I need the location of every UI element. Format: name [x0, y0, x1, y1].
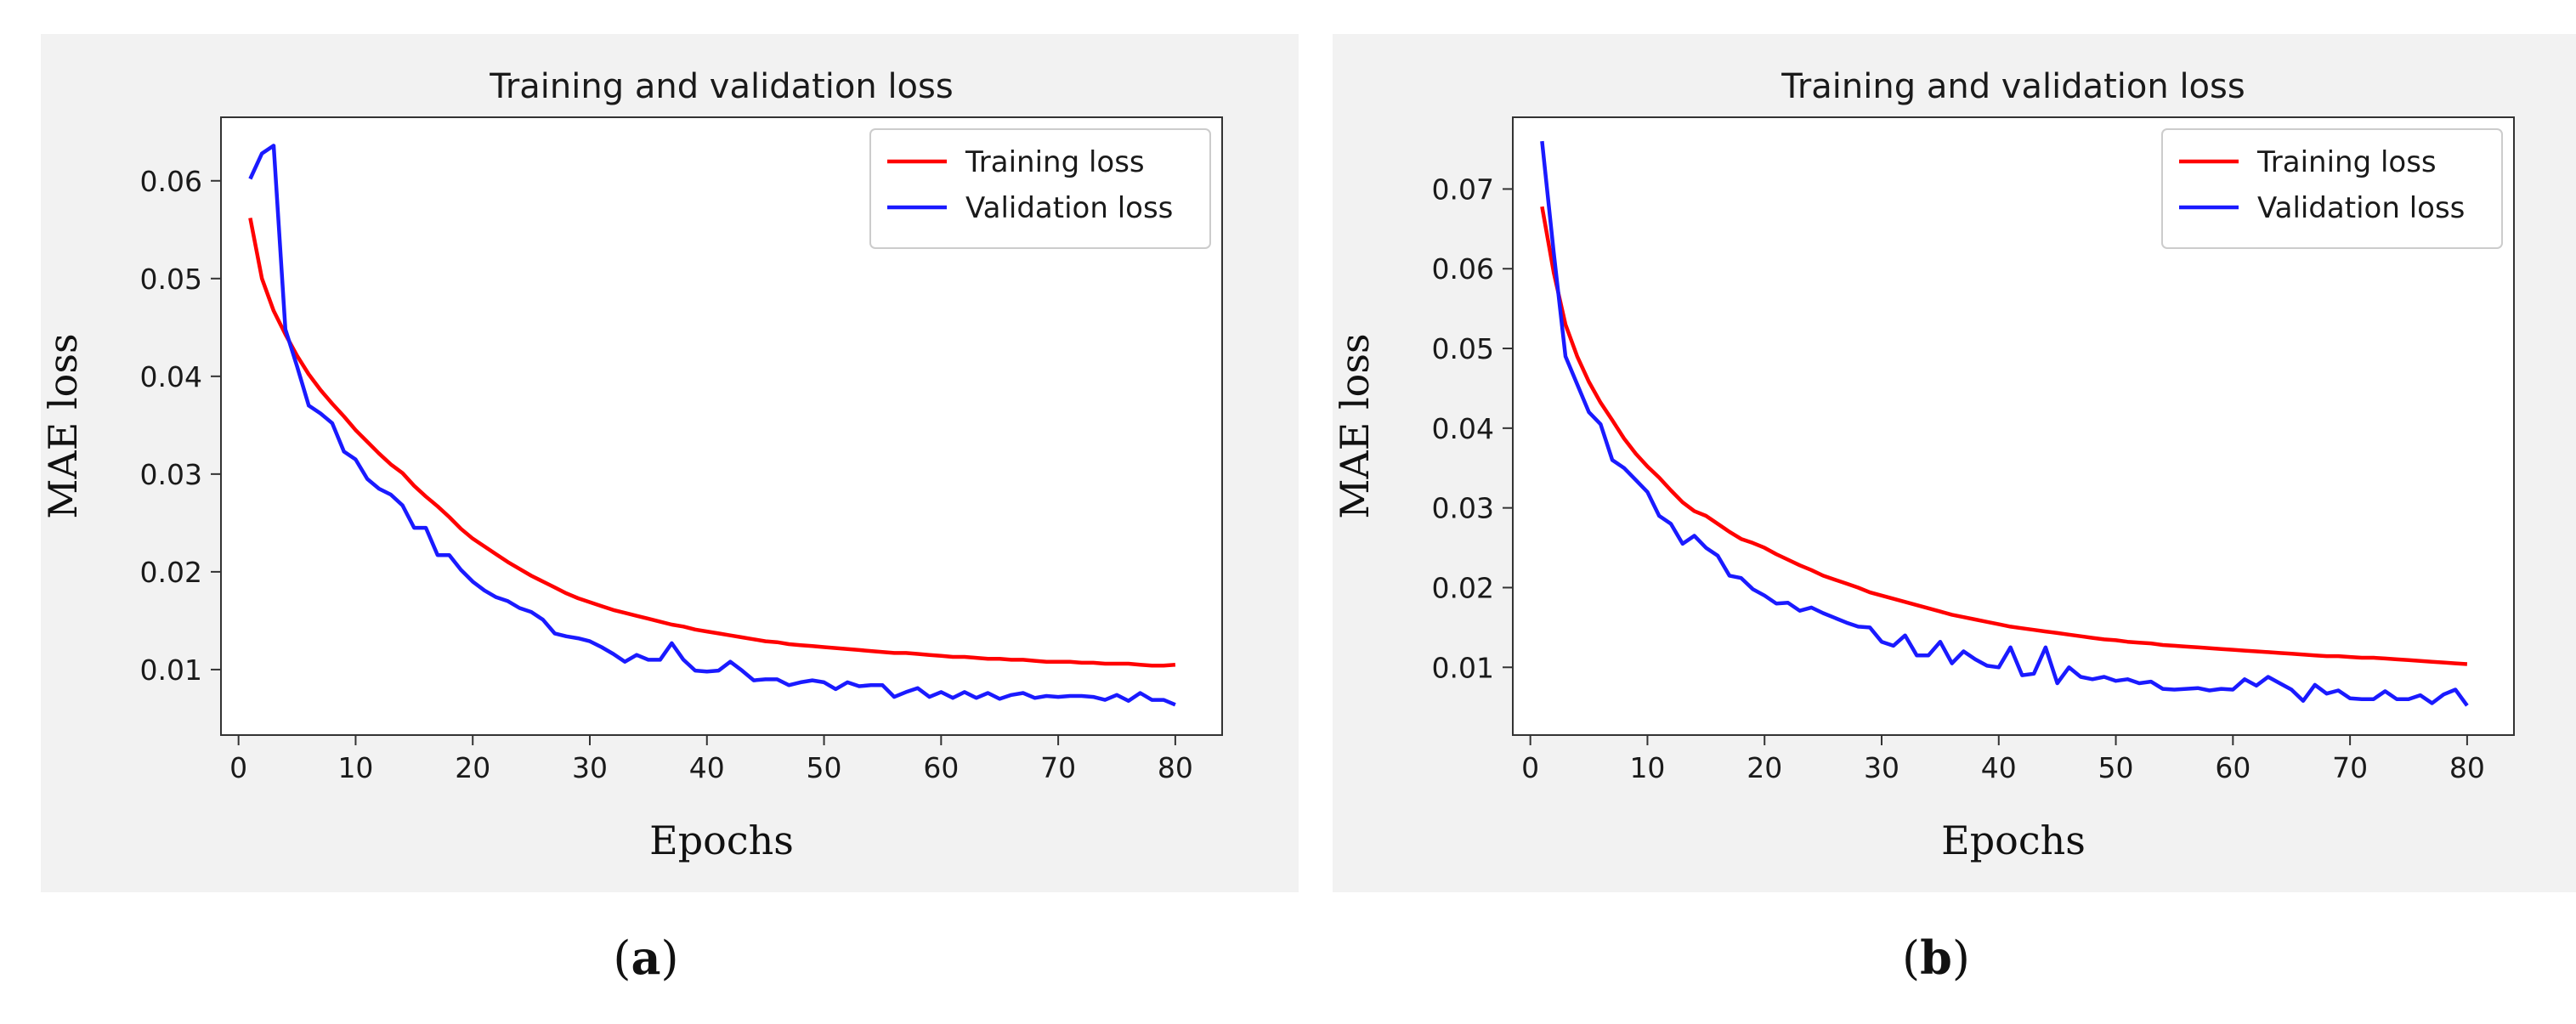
x-axis-label: Epochs — [649, 818, 794, 863]
y-tick-label: 0.06 — [1432, 252, 1494, 286]
legend-box — [869, 128, 1211, 249]
x-tick-label: 30 — [1864, 751, 1899, 784]
x-tick-label: 70 — [2332, 751, 2368, 784]
x-tick-label: 40 — [1981, 751, 2017, 784]
x-tick-label: 0 — [229, 751, 247, 784]
x-tick-label: 50 — [2098, 751, 2134, 784]
y-axis-label: MAE loss — [40, 333, 86, 518]
y-axis-label: MAE loss — [1332, 333, 1378, 518]
legend-label: Training loss — [2256, 145, 2437, 179]
chart-panel-a: Training and validation loss 0 10 20 30 40 50 6… — [40, 34, 1299, 892]
x-tick-label: 70 — [1040, 751, 1076, 784]
series-line-validation-loss — [248, 144, 1176, 707]
y-tick-label: 0.03 — [1432, 492, 1494, 525]
y-tick-label: 0.04 — [1432, 412, 1494, 445]
legend-label: Validation loss — [965, 191, 1173, 225]
loss-chart-b: Training and validation loss 0 10 20 30 40 50 6… — [1332, 67, 2515, 863]
x-tick-label: 40 — [689, 751, 725, 784]
y-tick-label: 0.02 — [140, 556, 202, 589]
x-tick-label: 20 — [1747, 751, 1782, 784]
legend-label: Validation loss — [2257, 191, 2465, 225]
axes-frame — [220, 116, 1223, 736]
caption-b: (b) — [1902, 931, 1970, 985]
x-tick-label: 10 — [1629, 751, 1665, 784]
y-tick-label: 0.04 — [140, 360, 202, 393]
x-axis-label: Epochs — [1941, 818, 2086, 863]
caption-a: (a) — [613, 931, 679, 985]
caption-b-letter: b — [1920, 931, 1952, 985]
x-tick-label: 80 — [2449, 751, 2485, 784]
y-tick-label: 0.05 — [1432, 332, 1494, 365]
x-tick-label: 0 — [1521, 751, 1539, 784]
x-tick-label: 50 — [807, 751, 842, 784]
legend-box — [2161, 128, 2503, 249]
x-tick-label: 30 — [572, 751, 608, 784]
series-line-validation-loss — [1540, 140, 2469, 707]
x-tick-label: 80 — [1158, 751, 1193, 784]
y-tick-label: 0.03 — [140, 458, 202, 491]
series-line-training-loss — [1540, 206, 2468, 666]
chart-panel-b: Training and validation loss 0 10 20 30 40 50 6… — [1332, 34, 2576, 892]
x-tick-label: 60 — [923, 751, 959, 784]
axes-frame — [1512, 116, 2515, 736]
loss-chart-a: Training and validation loss 0 10 20 30 40 50 6… — [40, 67, 1223, 863]
y-tick-label: 0.05 — [140, 263, 202, 296]
series-line-training-loss — [248, 218, 1176, 668]
x-tick-label: 10 — [337, 751, 373, 784]
x-tick-label: 60 — [2215, 751, 2250, 784]
y-tick-label: 0.07 — [1432, 173, 1494, 206]
chart-title: Training and validation loss — [489, 67, 953, 106]
legend-label: Training loss — [965, 145, 1145, 179]
chart-title: Training and validation loss — [1781, 67, 2245, 106]
x-tick-label: 20 — [455, 751, 490, 784]
y-tick-label: 0.01 — [1432, 651, 1494, 684]
y-tick-label: 0.02 — [1432, 571, 1494, 604]
caption-a-letter: a — [631, 931, 661, 985]
y-tick-label: 0.06 — [140, 165, 202, 198]
y-tick-label: 0.01 — [140, 653, 202, 687]
